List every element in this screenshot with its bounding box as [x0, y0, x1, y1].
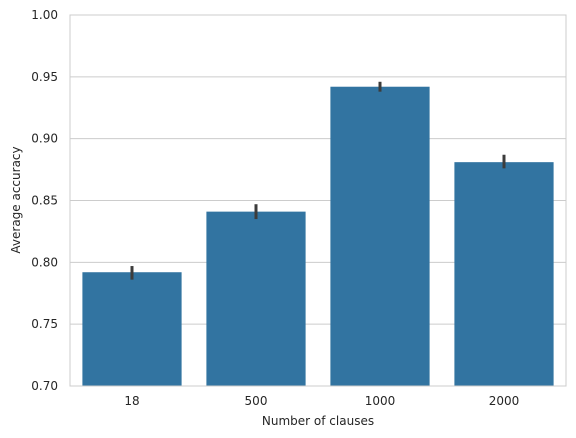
y-axis-label: Average accuracy [9, 146, 23, 253]
bar-1000 [330, 86, 430, 386]
x-tick-labels: 18 500 1000 2000 [124, 394, 519, 408]
plot-frame [69, 14, 567, 387]
x-tick-label: 1000 [365, 394, 396, 408]
x-tick-label: 500 [245, 394, 268, 408]
x-axis-label: Number of clauses [262, 414, 374, 428]
y-tick-label: 0.95 [31, 70, 58, 84]
y-tick-label: 0.85 [31, 194, 58, 208]
y-tick-label: 0.90 [31, 132, 58, 146]
y-tick-label: 0.70 [31, 379, 58, 393]
y-tick-label: 1.00 [31, 8, 58, 22]
y-tick-label: 0.75 [31, 317, 58, 331]
bar-500 [206, 211, 306, 386]
error-bars [130, 81, 506, 280]
x-tick-label: 2000 [489, 394, 520, 408]
bar-18 [82, 272, 182, 386]
x-tick-label: 18 [124, 394, 139, 408]
bars [82, 86, 554, 386]
bar-2000 [454, 162, 554, 386]
y-tick-labels: 0.70 0.75 0.80 0.85 0.90 0.95 1.00 [31, 8, 58, 393]
y-tick-label: 0.80 [31, 255, 58, 269]
